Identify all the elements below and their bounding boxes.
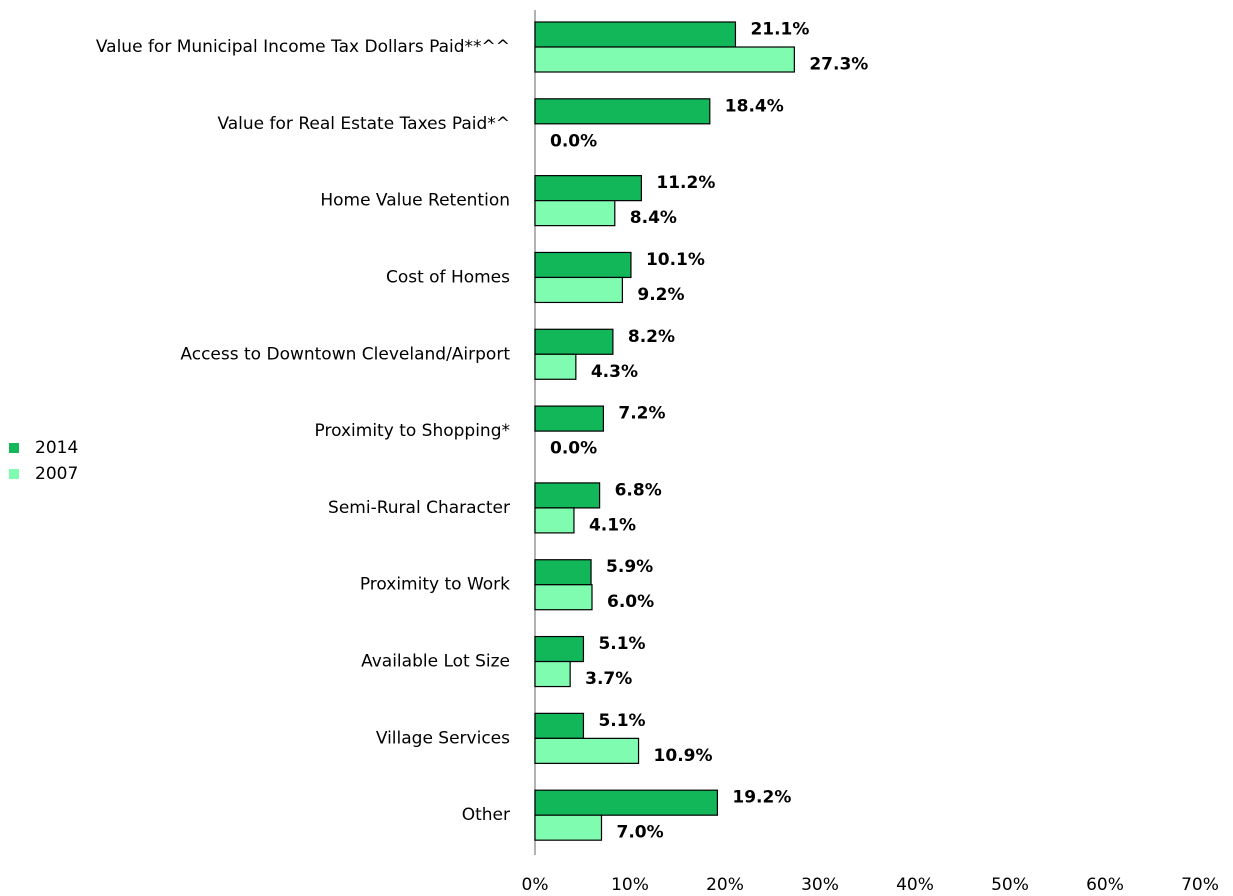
value-label: 19.2% — [732, 788, 791, 808]
bar — [534, 789, 718, 816]
bar — [534, 200, 616, 227]
legend-swatch — [9, 443, 19, 453]
bar — [534, 276, 624, 304]
value-label: 27.3% — [809, 55, 868, 75]
bar — [534, 175, 643, 202]
value-label: 4.1% — [589, 515, 636, 535]
bar — [534, 507, 575, 534]
x-tick-label: 20% — [706, 875, 744, 895]
bar — [534, 660, 571, 688]
bar — [534, 353, 577, 380]
bar — [534, 405, 605, 432]
legend-swatch — [9, 469, 19, 479]
x-tick-label: 0% — [522, 875, 549, 895]
x-tick-label: 60% — [1086, 875, 1124, 895]
x-tick-label: 70% — [1181, 875, 1219, 895]
value-label: 10.9% — [654, 746, 713, 766]
value-label: 8.2% — [628, 327, 675, 347]
category-label: Access to Downtown Cleveland/Airport — [180, 344, 510, 364]
bar — [534, 46, 795, 73]
bar — [534, 482, 601, 509]
value-label: 0.0% — [550, 131, 597, 151]
value-label: 10.1% — [646, 250, 705, 270]
category-label: Cost of Homes — [386, 267, 510, 287]
value-label: 0.0% — [550, 439, 597, 459]
category-label: Semi-Rural Character — [328, 498, 510, 518]
value-label: 3.7% — [585, 669, 632, 689]
legend-label: 2007 — [35, 464, 78, 484]
value-label: 7.0% — [617, 823, 664, 843]
bar — [534, 328, 614, 355]
x-tick-label: 50% — [991, 875, 1029, 895]
value-label: 6.0% — [607, 592, 654, 612]
bar — [534, 559, 592, 586]
category-label: Proximity to Shopping* — [315, 421, 510, 441]
value-label: 9.2% — [637, 285, 684, 305]
x-tick-label: 10% — [611, 875, 649, 895]
value-label: 8.4% — [630, 208, 677, 228]
bar — [534, 584, 593, 611]
category-label: Value for Municipal Income Tax Dollars P… — [96, 37, 510, 57]
bar — [534, 737, 640, 764]
value-label: 6.8% — [615, 480, 662, 500]
value-label: 5.9% — [606, 557, 653, 577]
value-label: 5.1% — [598, 634, 645, 654]
value-label: 4.3% — [591, 362, 638, 382]
bar — [534, 98, 711, 125]
bar — [534, 712, 585, 739]
value-label: 7.2% — [618, 404, 665, 424]
bar — [534, 814, 603, 841]
category-label: Value for Real Estate Taxes Paid*^ — [217, 114, 510, 134]
x-tick-label: 40% — [896, 875, 934, 895]
value-label: 5.1% — [598, 711, 645, 731]
category-label: Village Services — [376, 728, 510, 748]
category-label: Home Value Retention — [320, 191, 510, 211]
value-label: 21.1% — [750, 20, 809, 40]
value-label: 18.4% — [725, 96, 784, 116]
legend-label: 2014 — [35, 438, 78, 458]
category-label: Proximity to Work — [360, 575, 510, 595]
category-label: Other — [462, 805, 510, 825]
bar — [534, 251, 632, 279]
value-label: 11.2% — [656, 173, 715, 193]
bar — [534, 21, 737, 48]
bar — [534, 635, 585, 663]
category-label: Available Lot Size — [361, 652, 510, 672]
x-tick-label: 30% — [801, 875, 839, 895]
